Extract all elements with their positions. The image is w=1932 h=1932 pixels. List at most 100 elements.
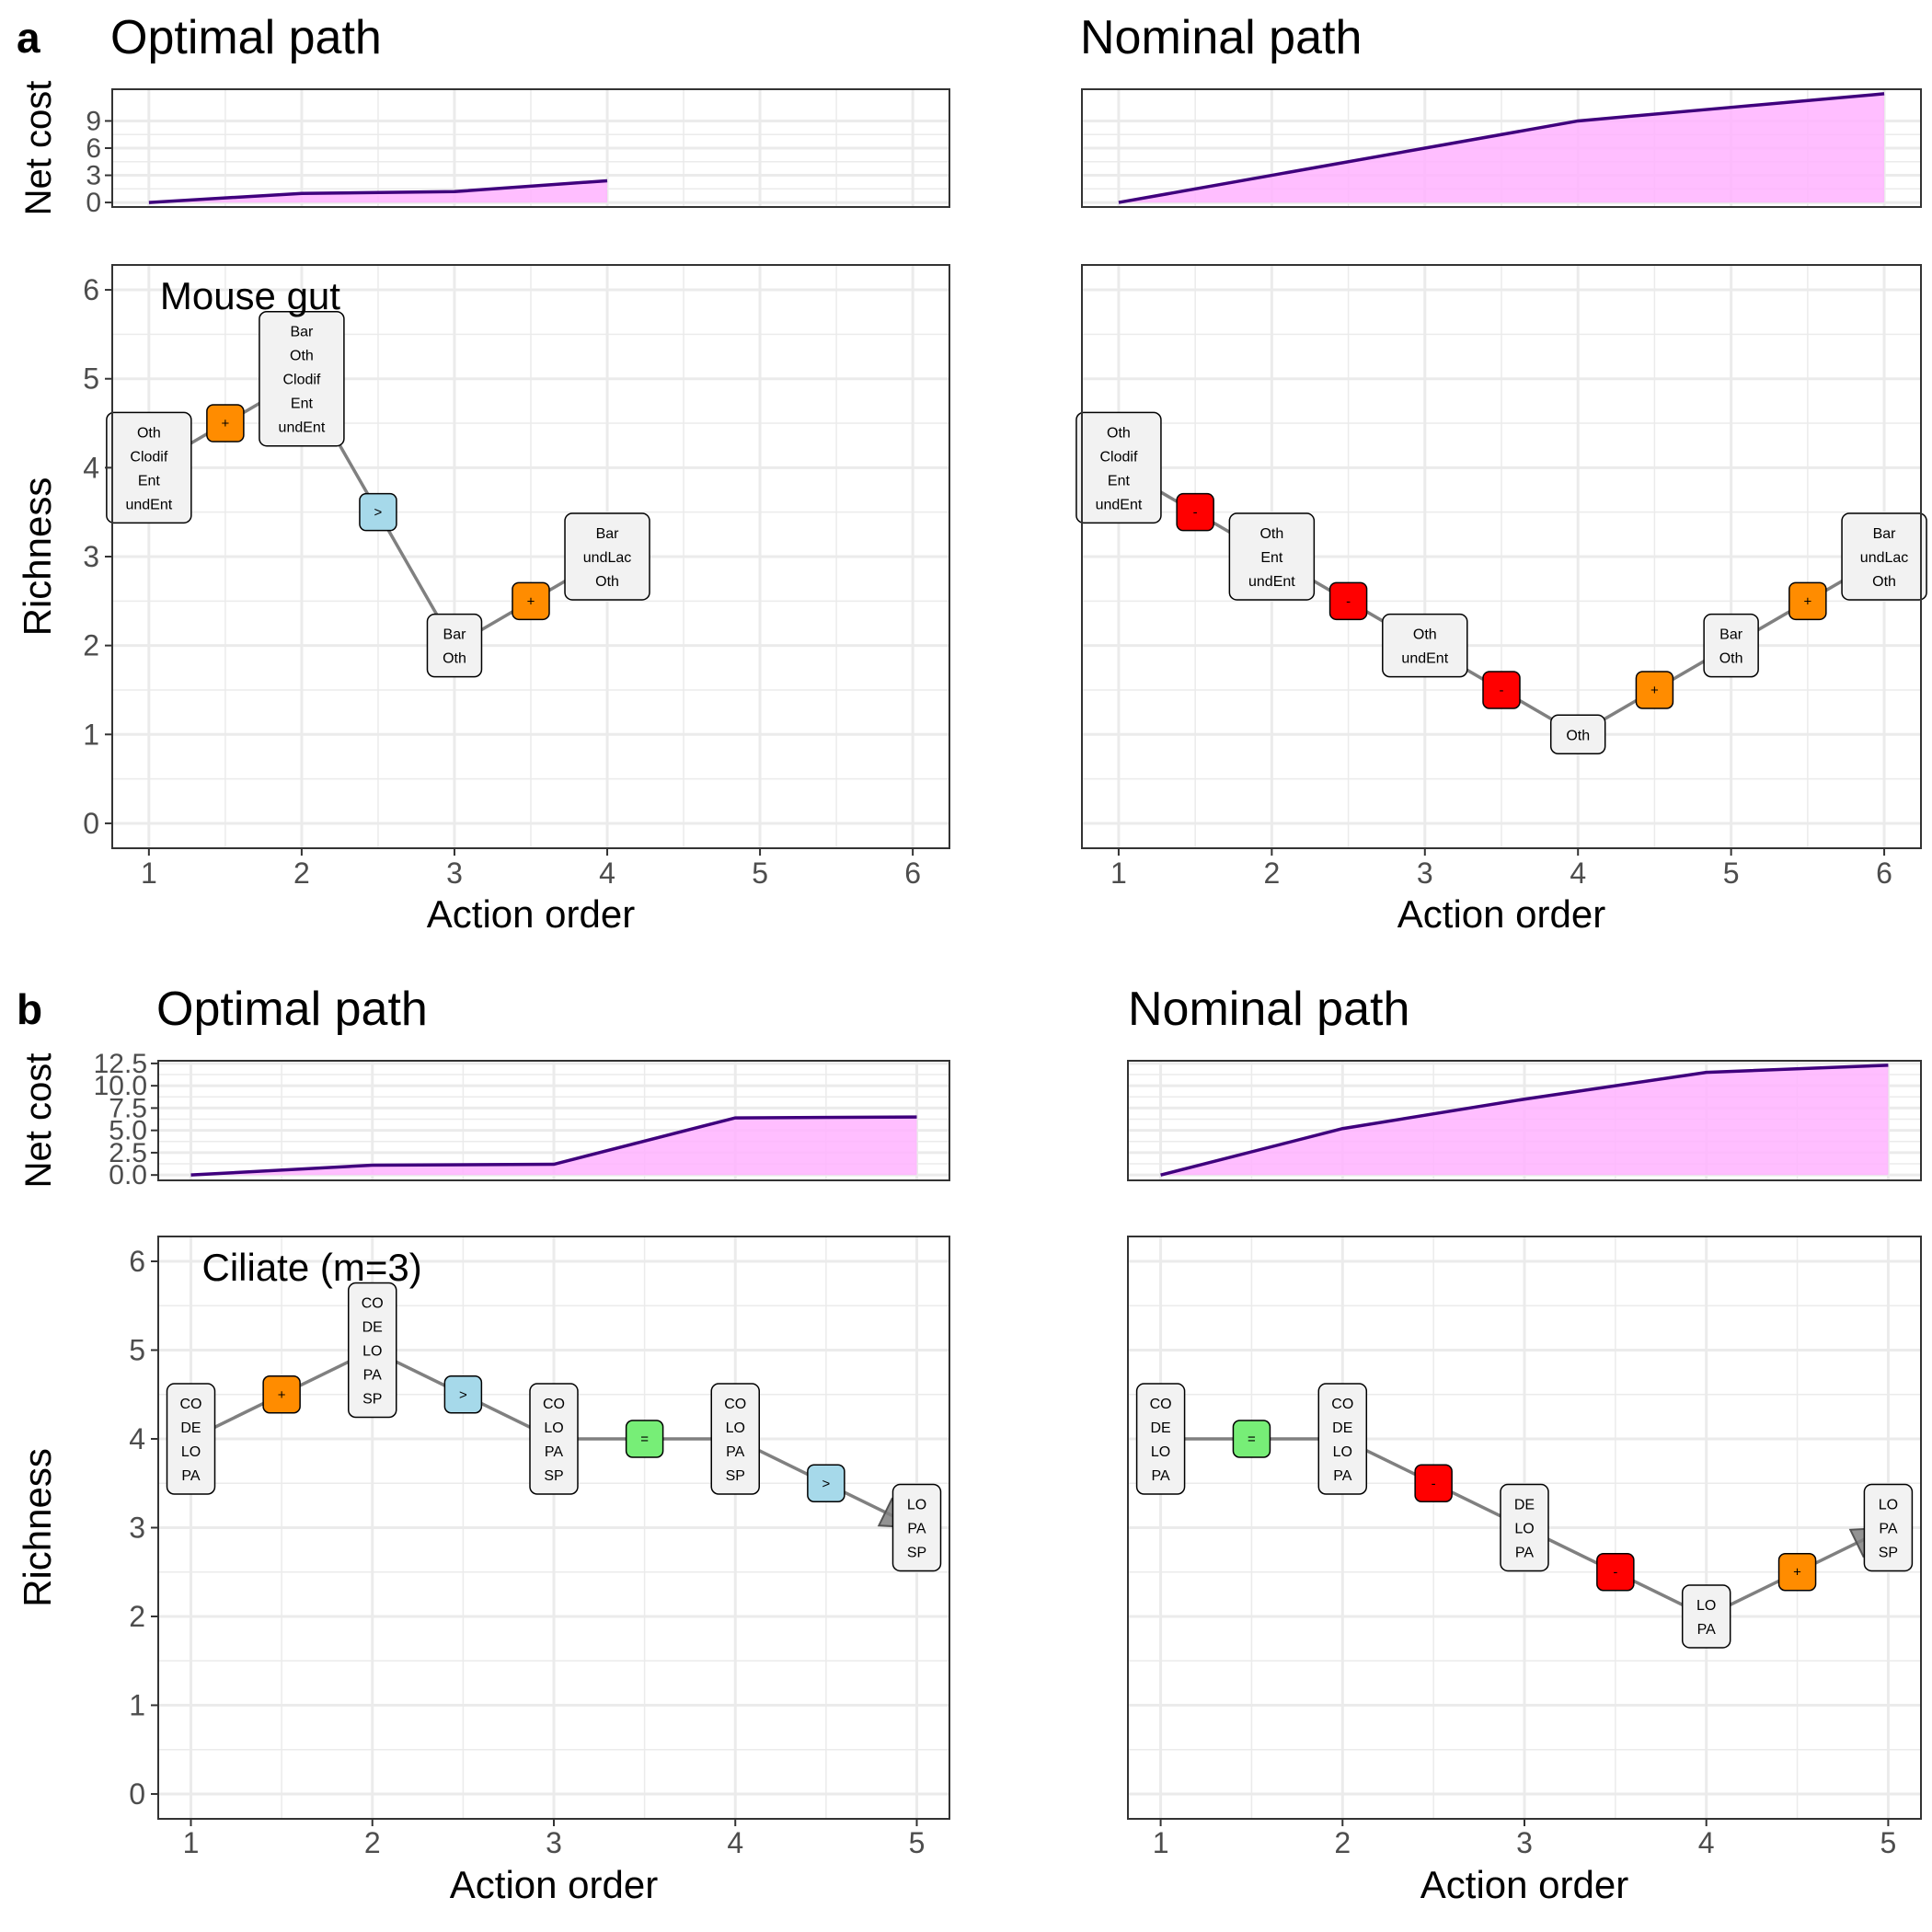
richness-ylabel: Richness: [16, 1448, 59, 1607]
state-label: Ent: [1260, 550, 1283, 566]
state-label: PA: [545, 1444, 563, 1460]
state-label: Oth: [290, 349, 314, 364]
state-label: undEnt: [1096, 497, 1143, 512]
richness-ytick-label: 2: [83, 629, 99, 662]
richness-ytick-label: 4: [129, 1422, 145, 1455]
richness-ytick-label: 3: [83, 540, 99, 573]
state-label: Ent: [1108, 473, 1131, 489]
state-box: Oth Ent undEnt: [1228, 512, 1316, 601]
action-marker-remove: -: [1176, 492, 1214, 532]
richness-ytick-label: 4: [83, 451, 99, 484]
cost-ytick-label: 5.0: [109, 1116, 147, 1146]
cost-area: [1118, 93, 1885, 203]
x-tick-label: 1: [1153, 1826, 1169, 1859]
action-box: [1482, 671, 1521, 709]
action-marker-remove: -: [1482, 671, 1521, 709]
state-label: undLac: [583, 550, 632, 566]
state-label: PA: [1697, 1622, 1716, 1638]
state-label: SP: [1879, 1546, 1898, 1561]
action-marker-replace: >: [807, 1464, 845, 1503]
x-tick-label: 1: [1110, 857, 1127, 890]
state-rect: [564, 512, 650, 601]
x-tick-label: 1: [141, 857, 157, 890]
action-box: [443, 1375, 483, 1414]
cost-ytick-label: 0.0: [109, 1160, 147, 1190]
state-label: Clodif: [1099, 449, 1137, 465]
richness-ytick-label: 0: [83, 807, 99, 840]
cost-plot: [1127, 1060, 1922, 1181]
state-box: Oth: [1549, 714, 1606, 755]
state-label: LO: [1879, 1498, 1898, 1513]
action-box: [1328, 581, 1368, 621]
state-label: Oth: [595, 574, 619, 590]
action-symbol: +: [1793, 1565, 1801, 1581]
richness-plot: = - - + CO DE LO PA CO DE LO PA DE LO PA LO PA LO PA SP 1 2 3 4…: [1127, 1236, 1922, 1906]
state-label: Oth: [1872, 574, 1896, 590]
state-label: DE: [362, 1320, 383, 1336]
state-box: CO LO PA SP: [529, 1383, 579, 1495]
state-rect: [1317, 1383, 1368, 1495]
richness-frame: [1081, 264, 1922, 849]
action-box: [807, 1464, 845, 1503]
state-rect: [710, 1383, 760, 1495]
state-label: LO: [544, 1420, 563, 1436]
cost-ytick-label: 9: [86, 106, 101, 136]
state-label: Ent: [291, 397, 314, 412]
state-label: Oth: [443, 651, 466, 667]
state-rect: [1863, 1483, 1914, 1572]
state-label: PA: [1152, 1468, 1170, 1484]
state-label: LO: [1514, 1522, 1534, 1537]
action-box: [1232, 1420, 1271, 1458]
richness-ytick-label: 6: [83, 273, 99, 306]
state-rect: [1841, 512, 1927, 601]
state-label: PA: [181, 1468, 200, 1484]
richness-ytick-label: 3: [129, 1512, 145, 1545]
state-label: Bar: [1719, 627, 1743, 643]
action-marker-add: +: [1635, 671, 1674, 709]
state-label: Bar: [443, 627, 467, 643]
x-tick-label: 3: [1516, 1826, 1533, 1859]
richness-ytick-label: 0: [129, 1777, 145, 1811]
cost-plot: 0.02.55.07.510.012.5 Net cost: [18, 1049, 950, 1190]
action-symbol: +: [527, 593, 535, 609]
state-label: PA: [907, 1522, 926, 1537]
state-label: undLac: [1860, 550, 1909, 566]
x-tick-label: 4: [727, 1826, 743, 1859]
action-marker-replace: >: [359, 492, 397, 532]
state-box: Bar Oth Clodif Ent undEnt: [259, 310, 345, 447]
action-symbol: >: [459, 1387, 467, 1403]
action-box: [1414, 1464, 1453, 1503]
action-marker-add: +: [262, 1375, 301, 1414]
x-tick-label: 1: [183, 1826, 200, 1859]
state-label: PA: [726, 1444, 744, 1460]
cost-ylabel: Net cost: [18, 1053, 59, 1189]
state-label: Oth: [1413, 627, 1437, 643]
cost-ylabel: Net cost: [18, 81, 59, 216]
state-box: DE LO PA: [1500, 1483, 1549, 1572]
x-axis-label: Action order: [1397, 892, 1605, 936]
state-rect: [426, 613, 483, 678]
panel-b-optimal: b Optimal path 0.02.55.07.510.012.5 Net cos…: [16, 983, 950, 1906]
action-marker-add: +: [206, 404, 245, 443]
richness-ytick-label: 5: [129, 1334, 145, 1367]
state-label: CO: [180, 1397, 202, 1412]
state-rect: [1681, 1584, 1731, 1649]
state-label: SP: [726, 1468, 745, 1484]
panel-label: a: [17, 14, 40, 62]
state-label: PA: [363, 1368, 382, 1384]
cost-ytick-label: 7.5: [109, 1093, 147, 1123]
state-box: Bar undLac Oth: [564, 512, 650, 601]
x-tick-label: 4: [1570, 857, 1586, 890]
action-symbol: +: [278, 1387, 286, 1403]
richness-ytick-label: 6: [129, 1245, 145, 1278]
state-box: Bar Oth: [1703, 613, 1759, 678]
cost-area: [190, 1117, 917, 1176]
state-label: DE: [1514, 1498, 1535, 1513]
state-box: CO DE LO PA: [166, 1383, 216, 1495]
state-label: SP: [362, 1392, 382, 1408]
x-axis-label: Action order: [450, 1863, 658, 1906]
state-label: LO: [1151, 1444, 1170, 1460]
state-box: LO PA SP: [1863, 1483, 1914, 1572]
state-rect: [529, 1383, 579, 1495]
